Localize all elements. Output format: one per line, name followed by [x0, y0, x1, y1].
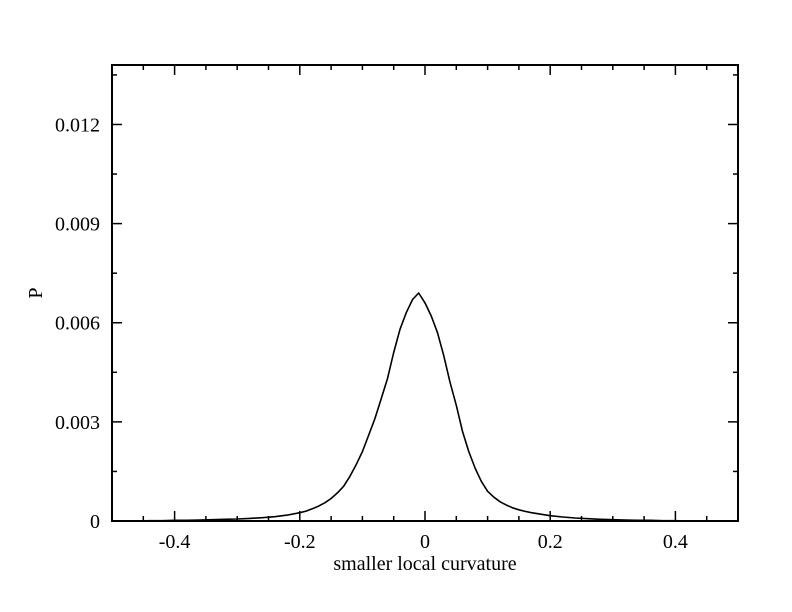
x-tick-label: 0	[420, 531, 430, 553]
x-tick-label: -0.4	[159, 531, 191, 553]
x-tick-label: 0.4	[663, 531, 688, 553]
data-series	[130, 292, 701, 522]
tick-labels: -0.4 -0.2 0 0.2 0.4 0 0.003 0.006 0.009 0.012	[55, 114, 688, 553]
plot-frame	[111, 64, 739, 522]
x-tick-label: 0.2	[538, 531, 563, 553]
y-tick-label: 0.009	[55, 214, 100, 236]
x-tick-label: -0.2	[284, 531, 316, 553]
y-axis-label: P	[25, 287, 47, 298]
y-tick-label: 0.012	[55, 114, 100, 136]
tick-marks	[111, 65, 739, 522]
y-tick-label: 0.006	[55, 313, 100, 335]
distribution-line	[130, 292, 701, 522]
y-tick-label: 0.003	[55, 412, 100, 434]
y-tick-label: 0	[90, 511, 100, 533]
x-axis-label: smaller local curvature	[333, 553, 516, 575]
